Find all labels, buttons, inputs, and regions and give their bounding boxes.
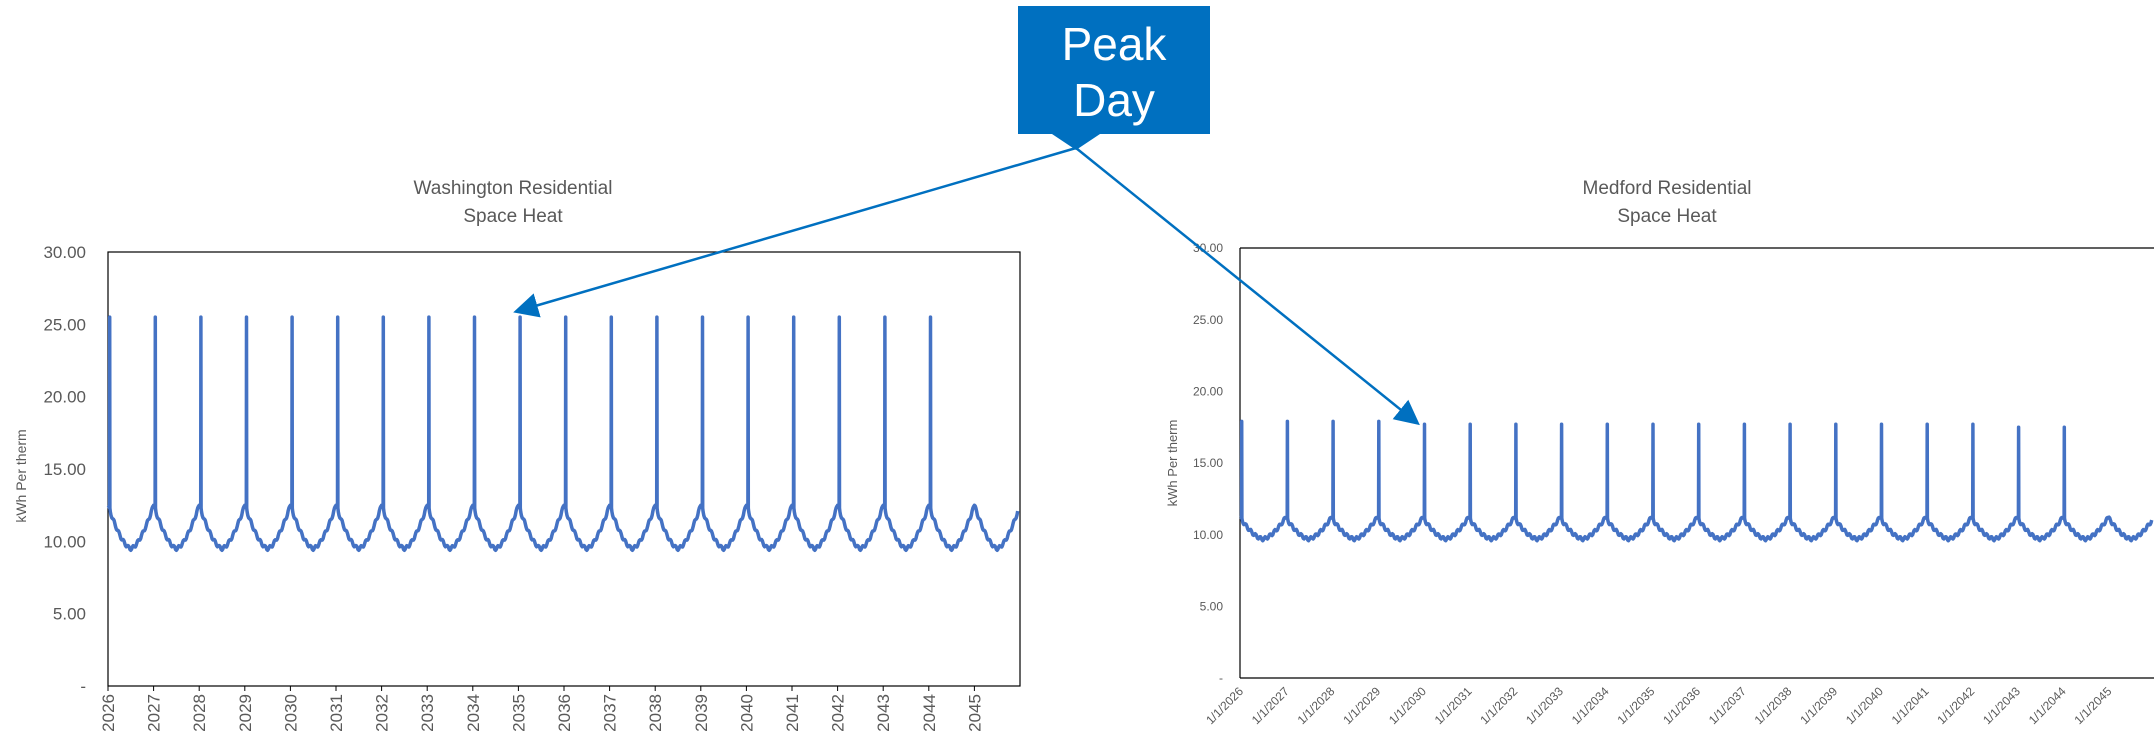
callout-line1: Peak (1061, 18, 1167, 70)
washington-x-tick-label: 2032 (373, 694, 392, 732)
washington-title-line1: Washington Residential (414, 178, 613, 199)
peak-day-callout: Peak Day (1018, 6, 1210, 134)
medford-y-tick-label: - (1219, 671, 1223, 685)
washington-x-tick-label: 2045 (965, 694, 984, 732)
washington-x-tick-label: 2043 (874, 694, 893, 732)
medford-x-tick-label: 1/1/2037 (1706, 684, 1749, 727)
medford-y-tick-label: 15.00 (1193, 456, 1223, 470)
washington-x-tick-label: 2030 (281, 694, 300, 732)
washington-x-tick-label: 2038 (646, 694, 665, 732)
medford-x-tick-label: 1/1/2034 (1569, 684, 1612, 727)
washington-x-tick-label: 2040 (737, 694, 756, 732)
callout-arrow-medford (1075, 147, 1420, 426)
washington-y-axis-label: kWh Per therm (13, 429, 29, 522)
callout-pointer (1052, 134, 1100, 150)
washington-y-tick-label: - (80, 677, 86, 696)
washington-x-tick-label: 2041 (783, 694, 802, 732)
medford-x-tick-label: 1/1/2035 (1614, 684, 1657, 727)
medford-x-tick-label: 1/1/2029 (1340, 684, 1383, 727)
medford-x-tick-label: 1/1/2033 (1523, 684, 1566, 727)
medford-x-tick-label: 1/1/2027 (1249, 684, 1292, 727)
medford-x-tick-label: 1/1/2043 (1980, 684, 2023, 727)
medford-x-tick-label: 1/1/2042 (1934, 684, 1977, 727)
medford-x-tick-label: 1/1/2039 (1797, 684, 1840, 727)
medford-y-axis-label: kWh Per therm (1165, 420, 1180, 507)
washington-y-tick-label: 15.00 (43, 460, 86, 479)
washington-x-tick-label: 2036 (555, 694, 574, 732)
medford-x-tick-label: 1/1/2041 (1889, 684, 1932, 727)
medford-y-ticks: - 5.00 10.00 15.00 20.00 25.00 30.00 (1193, 241, 1223, 685)
medford-x-ticks: 1/1/2026 1/1/2027 1/1/2028 1/1/2029 1/1/2030… (1203, 684, 2114, 727)
medford-chart: Medford Residential Space Heat kWh Per t… (1165, 178, 2154, 727)
medford-x-tick-label: 1/1/2026 (1203, 684, 1246, 727)
washington-y-ticks: - 5.00 10.00 15.00 20.00 25.00 30.00 (43, 243, 86, 696)
washington-x-ticks: 2026 2027 2028 2029 2030 2031 2032 2033 2034 2035… (99, 686, 984, 732)
washington-x-tick-label: 2027 (145, 694, 164, 732)
medford-x-tick-label: 1/1/2040 (1843, 684, 1886, 727)
medford-y-tick-label: 30.00 (1193, 241, 1223, 255)
medford-y-tick-label: 25.00 (1193, 313, 1223, 327)
washington-y-tick-label: 10.00 (43, 532, 86, 551)
washington-x-tick-label: 2039 (692, 694, 711, 732)
washington-x-tick-label: 2026 (99, 694, 118, 732)
washington-x-tick-label: 2031 (327, 694, 346, 732)
medford-x-tick-label: 1/1/2028 (1295, 684, 1338, 727)
medford-y-tick-label: 20.00 (1193, 385, 1223, 399)
medford-y-tick-label: 10.00 (1193, 528, 1223, 542)
washington-x-tick-label: 2035 (509, 694, 528, 732)
medford-x-tick-label: 1/1/2044 (2026, 684, 2069, 727)
medford-x-tick-label: 1/1/2031 (1432, 684, 1475, 727)
medford-series-line (1239, 419, 2154, 543)
washington-y-tick-label: 5.00 (53, 605, 86, 624)
medford-x-tick-label: 1/1/2030 (1386, 684, 1429, 727)
washington-y-tick-label: 20.00 (43, 388, 86, 407)
medford-title-line1: Medford Residential (1583, 178, 1752, 199)
medford-x-tick-label: 1/1/2038 (1752, 684, 1795, 727)
callout-arrow-washington (513, 146, 1077, 318)
washington-x-tick-label: 2044 (920, 694, 939, 732)
washington-y-tick-label: 25.00 (43, 315, 86, 334)
medford-y-tick-label: 5.00 (1200, 600, 1224, 614)
washington-x-tick-label: 2037 (601, 694, 620, 732)
washington-series-line (106, 315, 1020, 553)
medford-x-tick-label: 1/1/2045 (2071, 684, 2114, 727)
washington-x-tick-label: 2033 (418, 694, 437, 732)
washington-x-tick-label: 2028 (190, 694, 209, 732)
callout-line2: Day (1073, 74, 1155, 126)
washington-title-line2: Space Heat (463, 206, 563, 227)
medford-x-tick-label: 1/1/2036 (1660, 684, 1703, 727)
medford-title-line2: Space Heat (1617, 206, 1717, 227)
washington-y-tick-label: 30.00 (43, 243, 86, 262)
washington-x-tick-label: 2029 (236, 694, 255, 732)
washington-x-tick-label: 2042 (829, 694, 848, 732)
washington-x-tick-label: 2034 (464, 694, 483, 732)
washington-chart: Washington Residential Space Heat kWh Pe… (13, 178, 1021, 732)
medford-x-tick-label: 1/1/2032 (1477, 684, 1520, 727)
